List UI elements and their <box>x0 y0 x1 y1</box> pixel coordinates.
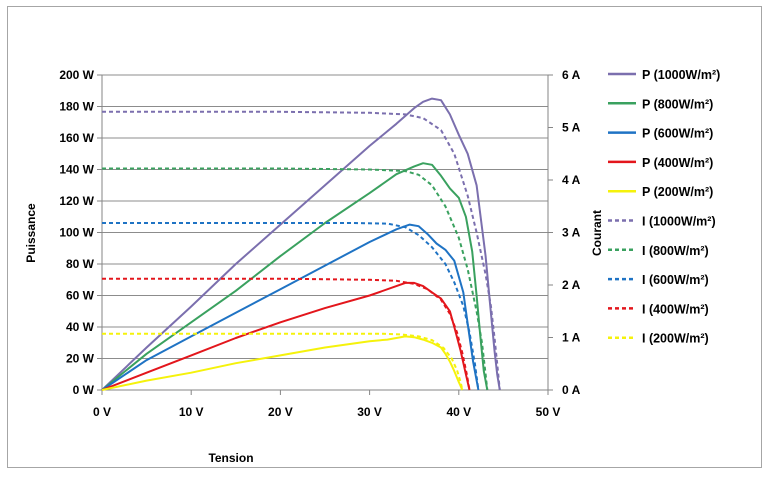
left-tick-label: 0 W <box>73 383 95 397</box>
series-line-5 <box>101 335 464 391</box>
x-axis-label: Tension <box>208 451 253 465</box>
legend-label-4: P (400W/m²) <box>642 156 713 170</box>
right-tick-label: 1 A <box>562 331 581 345</box>
y-axis-label: Puissance <box>24 203 38 263</box>
x-tick-label: 40 V <box>446 405 471 419</box>
left-tick-label: 80 W <box>66 257 95 271</box>
right-tick-label: 0 A <box>562 383 581 397</box>
iv-pv-chart: 0 W 20 W 40 W 60 W 80 W 100 W 120 W 140 W 160 W 1… <box>24 68 720 465</box>
left-tick-label: 180 W <box>59 100 94 114</box>
left-tick-label: 160 W <box>59 131 94 145</box>
left-axis-ticks: 0 W 20 W 40 W 60 W 80 W 100 W 120 W 140 W 160 W 1… <box>59 68 102 397</box>
x-axis-ticks: 0 V 10 V 20 V 30 V 40 V 50 V <box>93 390 560 419</box>
left-tick-label: 20 W <box>66 352 95 366</box>
left-tick-label: 40 W <box>66 320 95 334</box>
legend-label-3: P (600W/m²) <box>642 127 713 141</box>
right-tick-label: 5 A <box>562 121 581 135</box>
series-line-9 <box>102 277 471 391</box>
series-line-2 <box>101 162 489 391</box>
x-tick-label: 50 V <box>536 405 561 419</box>
series-line-7 <box>102 167 489 391</box>
series-line-1 <box>101 97 501 391</box>
x-tick-label: 20 V <box>268 405 293 419</box>
left-tick-label: 120 W <box>59 194 94 208</box>
legend-label-9: I (400W/m²) <box>642 302 709 316</box>
series-line-4 <box>101 281 471 391</box>
x-tick-label: 30 V <box>357 405 382 419</box>
legend-label-1: P (1000W/m²) <box>642 68 720 82</box>
left-tick-label: 60 W <box>66 289 95 303</box>
right-tick-label: 3 A <box>562 226 581 240</box>
right-tick-label: 6 A <box>562 68 581 82</box>
legend-label-8: I (600W/m²) <box>642 273 709 287</box>
legend-label-5: P (200W/m²) <box>642 185 713 199</box>
x-tick-label: 10 V <box>179 405 204 419</box>
legend-label-7: I (800W/m²) <box>642 244 709 258</box>
legend: P (1000W/m²) P (800W/m²) P (600W/m²) P (400… <box>608 68 720 346</box>
right-tick-label: 4 A <box>562 173 581 187</box>
series-line-8 <box>102 222 480 391</box>
right-tick-label: 2 A <box>562 278 581 292</box>
series-lines <box>101 97 501 391</box>
left-tick-label: 200 W <box>59 68 94 82</box>
legend-label-6: I (1000W/m²) <box>642 215 716 229</box>
legend-label-10: I (200W/m²) <box>642 332 709 346</box>
left-tick-label: 100 W <box>59 226 94 240</box>
series-line-3 <box>101 223 480 391</box>
legend-label-2: P (800W/m²) <box>642 97 713 111</box>
y2-axis-label: Courant <box>590 210 604 256</box>
series-line-6 <box>102 110 501 391</box>
left-tick-label: 140 W <box>59 163 94 177</box>
x-tick-label: 0 V <box>93 405 111 419</box>
right-axis-ticks: 0 A 1 A 2 A 3 A 4 A 5 A 6 A <box>548 68 581 397</box>
gridlines <box>102 74 548 391</box>
series-line-10 <box>102 332 464 391</box>
chart-frame: 0 W 20 W 40 W 60 W 80 W 100 W 120 W 140 W 160 W 1… <box>7 6 762 468</box>
